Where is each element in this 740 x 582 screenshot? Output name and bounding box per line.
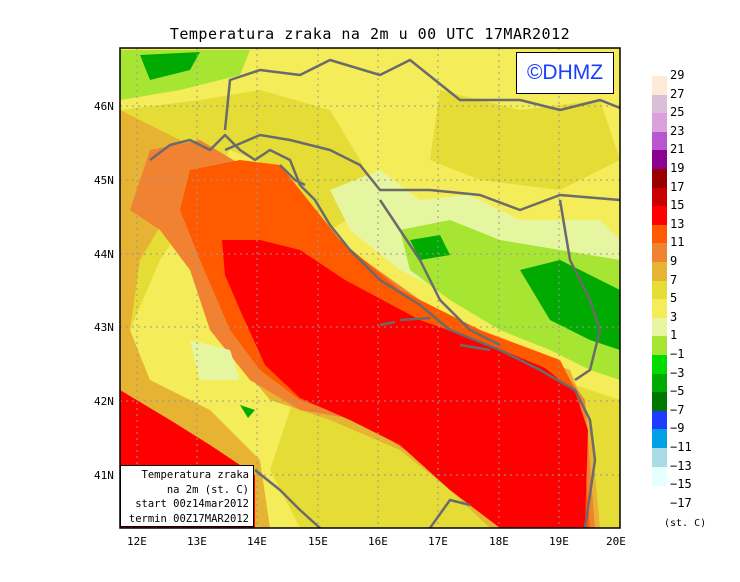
colorbar-label: −15	[670, 477, 692, 492]
colorbar-swatch	[652, 336, 667, 356]
colorbar-label: −1	[670, 347, 685, 361]
colorbar-label: 7	[670, 272, 678, 287]
colorbar-label: −11	[670, 440, 692, 454]
lon-label: 12E	[127, 535, 147, 548]
info-line: termin 00Z17MAR2012	[128, 512, 249, 525]
colorbar-label: 11	[670, 235, 685, 250]
grid-lines	[120, 48, 620, 528]
coastlines-borders	[149, 58, 620, 528]
colorbar-swatch	[652, 355, 667, 375]
colorbar-label: 9	[670, 254, 678, 268]
lon-label: 20E	[606, 535, 626, 548]
colorbar-label: −5	[670, 384, 685, 399]
info-box: Temperatura zraka na 2m (st. C) start 00…	[120, 465, 254, 527]
colorbar-label: 19	[670, 161, 685, 175]
map-title: Temperatura zraka na 2m u 00 UTC 17MAR20…	[169, 25, 571, 43]
colorbar-label: 15	[670, 198, 685, 213]
colorbar-label: −7	[670, 402, 685, 417]
lat-label: 43N	[94, 321, 114, 334]
colorbar-swatch	[652, 299, 667, 319]
colorbar-label: 13	[670, 216, 685, 231]
colorbar-label: 3	[670, 309, 678, 324]
lon-label: 14E	[247, 535, 267, 548]
colorbar-swatch	[652, 448, 667, 468]
info-line: start 00z14mar2012	[135, 498, 249, 510]
info-line: Temperatura zraka	[141, 469, 249, 481]
colorbar-swatch	[652, 131, 667, 151]
colorbar-label: 25	[670, 105, 685, 120]
lat-label: 44N	[94, 248, 114, 261]
lon-label: 18E	[489, 535, 509, 548]
colorbar-swatch	[652, 410, 667, 430]
colorbar-swatch	[652, 224, 667, 244]
colorbar-swatch	[652, 373, 667, 393]
colorbar-swatch	[652, 429, 667, 449]
lat-label: 42N	[94, 395, 114, 408]
colorbar-swatch	[652, 392, 667, 412]
field-1-3	[190, 170, 620, 380]
field-5-7	[120, 90, 620, 528]
colorbar-label: 29	[670, 68, 685, 82]
colorbar-label: −13	[670, 458, 692, 473]
lat-label: 45N	[94, 174, 114, 187]
colorbar-swatch	[652, 169, 667, 189]
field-minus1-1	[120, 50, 620, 380]
colorbar-label: 21	[670, 142, 685, 157]
colorbar-label: 17	[670, 179, 685, 194]
colorbar-swatch	[652, 262, 667, 282]
colorbar-swatch	[652, 113, 667, 133]
colorbar-label: 5	[670, 291, 678, 306]
colorbar-swatch	[652, 206, 667, 226]
info-line: na 2m (st. C)	[166, 483, 249, 496]
colorbar-swatch	[652, 243, 667, 263]
lat-label: 41N	[94, 469, 114, 482]
colorbar-swatch	[652, 280, 667, 300]
colorbar-swatch	[652, 187, 667, 207]
colorbar-label: 1	[670, 328, 678, 343]
colorbar-swatch	[652, 150, 667, 170]
lon-label: 15E	[308, 535, 328, 548]
lon-label: 19E	[549, 535, 569, 548]
colorbar-label: −17	[670, 495, 692, 510]
colorbar-label: −3	[670, 365, 685, 380]
field-13-15	[120, 240, 588, 528]
lon-label: 16E	[368, 535, 388, 548]
colorbar-label: 27	[670, 86, 685, 101]
map-frame	[119, 47, 621, 529]
lat-label: 46N	[94, 100, 114, 113]
lon-label: 17E	[428, 535, 448, 548]
colorbar-label: 23	[670, 123, 685, 138]
colorbar-label: −9	[670, 421, 685, 436]
colorbar-swatch	[652, 94, 667, 114]
colorbar-swatch	[652, 466, 667, 486]
colorbar-swatch	[652, 76, 667, 96]
dhmz-logo: ©DHMZ	[516, 52, 614, 94]
lon-label: 13E	[187, 535, 207, 548]
colorbar-swatch	[652, 317, 667, 337]
colorbar-unit: (st. C)	[664, 518, 707, 529]
